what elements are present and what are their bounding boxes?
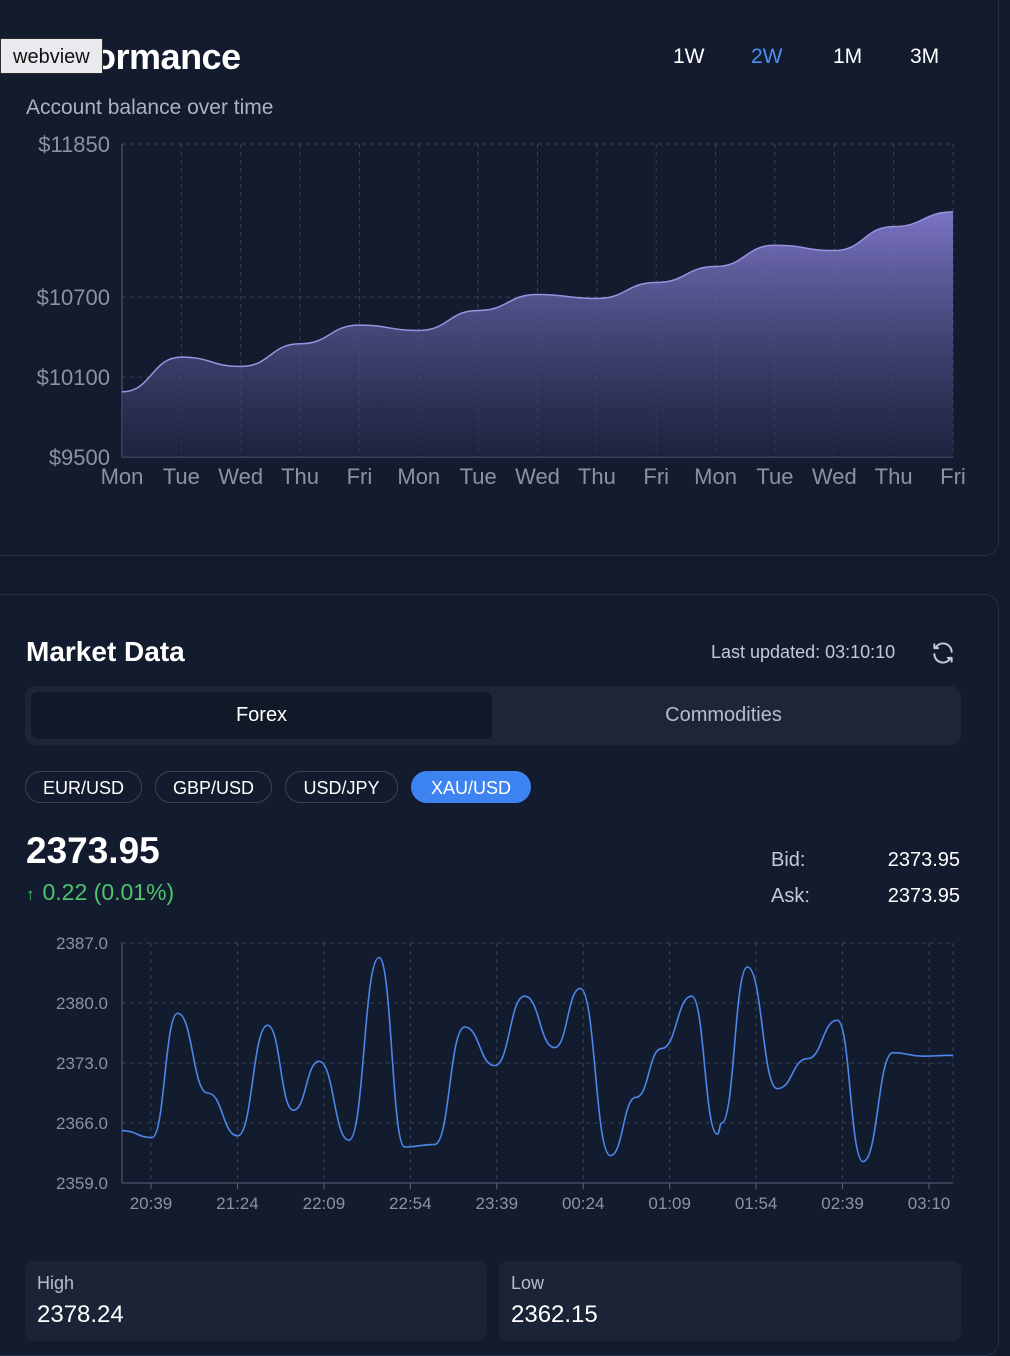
x-tick-label: 01:54 (735, 1194, 778, 1213)
ask-label: Ask: (771, 885, 810, 907)
x-tick-label: 22:09 (303, 1194, 346, 1213)
x-tick-label: 23:39 (476, 1194, 519, 1213)
x-tick-label: Wed (515, 464, 560, 489)
tab-forex[interactable]: Forex (31, 692, 492, 739)
x-tick-label: Mon (101, 464, 144, 489)
balance-line (121, 211, 954, 393)
price-change: ↑ 0.22 (0.01%) (26, 879, 174, 906)
x-tick-label: Thu (281, 464, 319, 489)
tab-commodities[interactable]: Commodities (665, 704, 782, 726)
pair-chip-usdjpy[interactable]: USD/JPY (285, 771, 398, 803)
pair-chip-xauusd[interactable]: XAU/USD (411, 771, 531, 803)
y-tick-label: 2359.0 (56, 1174, 108, 1193)
x-tick-label: Thu (578, 464, 616, 489)
x-tick-label: 02:39 (821, 1194, 864, 1213)
x-tick-label: Wed (218, 464, 263, 489)
x-tick-label: 03:10 (908, 1194, 951, 1213)
price-line (121, 956, 954, 1163)
ask-value: 2373.95 (887, 885, 960, 907)
price-change-value: 0.22 (0.01%) (42, 879, 175, 905)
x-tick-label: Tue (756, 464, 793, 489)
balance-area-chart: $9500 $10100 $10700 $11850 Mon Tue Wed Thu Fri Mo… (37, 132, 966, 489)
last-updated-text: Last updated: 03:10:10 (711, 642, 896, 662)
x-tick-label: Mon (397, 464, 440, 489)
refresh-icon[interactable] (930, 640, 956, 666)
x-tick-label: 21:24 (216, 1194, 259, 1213)
bid-label: Bid: (771, 849, 806, 871)
x-tick-label: Wed (812, 464, 857, 489)
pair-chip-gbpusd[interactable]: GBP/USD (155, 771, 272, 803)
high-value: 2378.24 (37, 1301, 124, 1328)
x-tick-label: Fri (347, 464, 373, 489)
x-tick-label: 01:09 (648, 1194, 691, 1213)
y-tick-label: 2373.0 (56, 1054, 108, 1073)
y-tick-label: 2380.0 (56, 994, 108, 1013)
arrow-up-icon: ↑ (26, 885, 35, 904)
x-tick-label: 22:54 (389, 1194, 432, 1213)
x-tick-label: Thu (875, 464, 913, 489)
bid-value: 2373.95 (887, 849, 960, 871)
y-tick-label: 2387.0 (56, 934, 108, 953)
y-tick-label: $11850 (38, 132, 110, 157)
x-tick-label: 00:24 (562, 1194, 605, 1213)
high-stat: High 2378.24 (25, 1261, 487, 1341)
price-line-chart: 2359.0 2366.0 2373.0 2380.0 2387.0 20:39 21:24… (56, 934, 954, 1213)
high-label: High (37, 1273, 75, 1293)
balance-area-fill (122, 211, 953, 457)
low-label: Low (511, 1273, 545, 1293)
y-tick-label: 2366.0 (56, 1114, 108, 1133)
y-tick-label: $10700 (37, 285, 110, 310)
x-tick-label: Fri (643, 464, 669, 489)
x-tick-label: Tue (163, 464, 200, 489)
x-tick-label: Fri (940, 464, 966, 489)
market-tabs: Forex Commodities (25, 686, 961, 745)
market-data-title: Market Data (26, 636, 185, 667)
y-tick-label: $10100 (37, 365, 110, 390)
pair-chip-eurusd[interactable]: EUR/USD (25, 771, 142, 803)
range-tab-1w[interactable]: 1W (673, 45, 705, 68)
y-tick-label: $9500 (49, 445, 110, 470)
low-stat: Low 2362.15 (499, 1261, 961, 1341)
performance-subtitle: Account balance over time (26, 96, 274, 119)
range-tab-1m[interactable]: 1M (833, 45, 863, 68)
range-tab-2w[interactable]: 2W (751, 45, 783, 68)
range-tab-3m[interactable]: 3M (910, 45, 940, 68)
low-value: 2362.15 (511, 1301, 598, 1328)
x-tick-label: Tue (460, 464, 497, 489)
current-price: 2373.95 (26, 830, 160, 871)
webview-tooltip: webview (0, 38, 103, 74)
x-tick-label: Mon (694, 464, 737, 489)
x-tick-label: 20:39 (130, 1194, 173, 1213)
